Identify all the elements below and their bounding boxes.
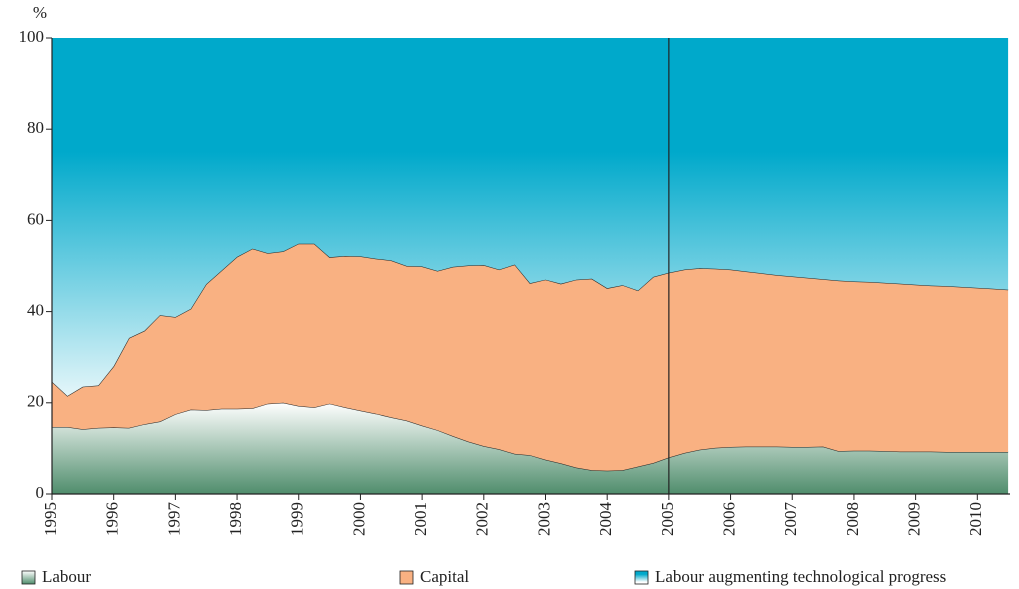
x-tick-label: 2007 [781,502,800,537]
legend-label: Capital [420,567,469,586]
x-tick-label: 1999 [288,502,307,536]
x-tick-label: 2006 [719,502,738,536]
x-tick-label: 2001 [411,502,430,536]
y-tick-label: 20 [27,392,44,411]
area [52,402,1009,494]
legend-label: Labour [42,567,91,586]
x-tick-label: 1997 [164,502,183,537]
legend-swatch [21,570,36,585]
legend-swatch [634,570,649,585]
x-tick-label: 1995 [41,502,60,536]
y-tick-label: 40 [27,301,44,320]
x-tick-label: 2003 [534,502,553,536]
legend-swatch [399,570,414,585]
x-tick-label: 2010 [966,502,985,536]
y-tick-label: 100 [19,27,45,46]
y-axis-label: % [33,3,47,22]
area [52,243,1009,471]
area [52,38,1009,396]
y-tick-label: 60 [27,209,44,228]
y-tick-label: 80 [27,118,44,137]
x-tick-label: 2009 [905,502,924,536]
x-tick-label: 2004 [596,502,615,537]
legend-label: Labour augmenting technological progress [655,567,946,586]
x-tick-label: 2005 [658,502,677,536]
x-tick-label: 1998 [226,502,245,536]
x-tick-label: 1996 [103,502,122,536]
x-tick-label: 2000 [349,502,368,536]
y-tick-label: 0 [36,483,45,502]
x-tick-label: 2008 [843,502,862,536]
x-tick-label: 2002 [473,502,492,536]
